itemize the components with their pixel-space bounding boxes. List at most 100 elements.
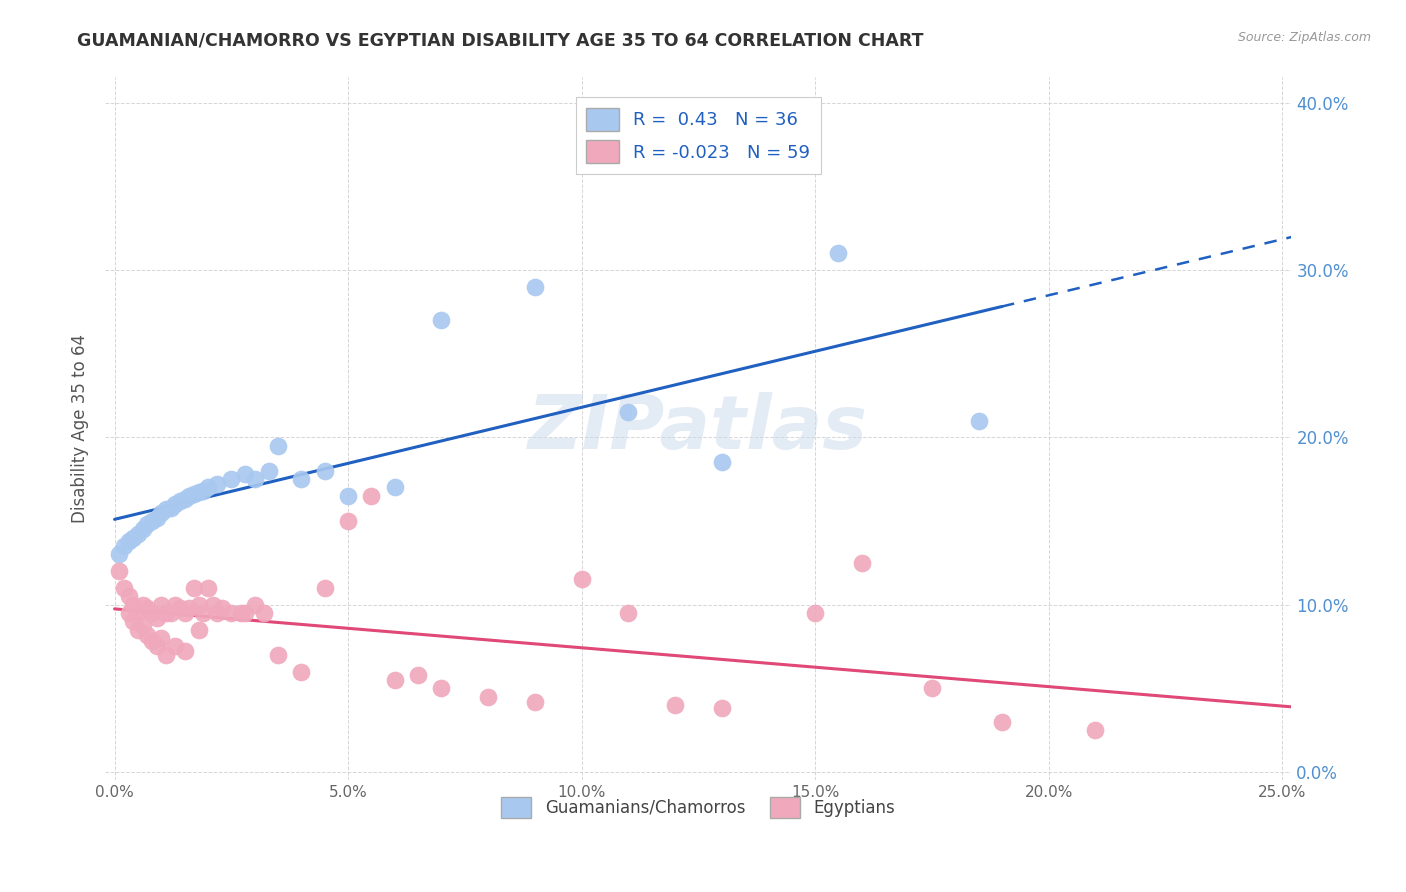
Point (165, 497, 187, 511)
Point (136, 628, 159, 642)
Point (127, 606, 149, 620)
Point (187, 623, 209, 637)
Point (229, 606, 252, 620)
Point (183, 581, 205, 595)
Point (141, 606, 163, 620)
Point (233, 606, 256, 620)
Point (384, 673, 406, 687)
Point (127, 527, 149, 541)
Point (155, 606, 177, 620)
Point (207, 477, 229, 491)
Point (145, 611, 167, 625)
Point (710, 701, 733, 715)
Point (150, 598, 173, 612)
Point (197, 581, 219, 595)
Point (804, 606, 827, 620)
Point (193, 483, 215, 498)
Point (253, 606, 276, 620)
Point (967, 413, 990, 427)
Point (145, 510, 167, 524)
Point (173, 644, 195, 658)
Point (136, 601, 159, 615)
Point (921, 681, 943, 696)
Point (131, 522, 153, 536)
Text: ZIPatlas: ZIPatlas (529, 392, 869, 466)
Point (337, 489, 360, 503)
Point (159, 500, 181, 515)
Point (122, 598, 145, 612)
Point (150, 506, 173, 520)
Point (827, 246, 849, 260)
Point (430, 313, 453, 327)
Point (617, 606, 640, 620)
Point (267, 648, 290, 662)
Point (187, 485, 209, 500)
Point (221, 606, 243, 620)
Point (122, 531, 145, 545)
Point (173, 606, 195, 620)
Point (211, 601, 233, 615)
Point (290, 665, 312, 679)
Point (169, 601, 191, 615)
Point (201, 598, 224, 612)
Point (145, 640, 167, 654)
Point (108, 548, 131, 562)
Point (267, 439, 290, 453)
Point (257, 464, 280, 478)
Legend: Guamanians/Chamorros, Egyptians: Guamanians/Chamorros, Egyptians (495, 790, 903, 825)
Point (117, 589, 139, 603)
Point (221, 472, 243, 486)
Point (127, 623, 149, 637)
Point (617, 405, 640, 419)
Point (159, 606, 181, 620)
Point (112, 539, 135, 553)
Point (243, 598, 266, 612)
Point (131, 598, 153, 612)
Point (108, 564, 131, 578)
Point (523, 279, 546, 293)
Point (477, 690, 499, 704)
Point (136, 517, 159, 532)
Point (710, 455, 733, 469)
Point (571, 573, 593, 587)
Point (169, 493, 191, 508)
Point (141, 514, 163, 528)
Point (243, 472, 266, 486)
Point (384, 480, 406, 494)
Point (141, 634, 163, 648)
Point (187, 598, 209, 612)
Point (193, 606, 215, 620)
Point (290, 472, 312, 486)
Point (155, 502, 177, 516)
Point (165, 640, 187, 654)
Point (523, 695, 546, 709)
Point (664, 698, 686, 712)
Text: GUAMANIAN/CHAMORRO VS EGYPTIAN DISABILITY AGE 35 TO 64 CORRELATION CHART: GUAMANIAN/CHAMORRO VS EGYPTIAN DISABILIT… (77, 31, 924, 49)
Point (150, 631, 173, 645)
Point (112, 581, 135, 595)
Text: Source: ZipAtlas.com: Source: ZipAtlas.com (1237, 31, 1371, 45)
Point (165, 598, 187, 612)
Point (131, 617, 153, 632)
Point (233, 467, 256, 481)
Point (851, 556, 873, 570)
Point (314, 581, 336, 595)
Point (173, 492, 195, 507)
Point (207, 606, 229, 620)
Point (117, 533, 139, 548)
Point (1084, 723, 1107, 737)
Point (117, 606, 139, 620)
Point (360, 489, 382, 503)
Point (406, 668, 429, 682)
Point (430, 681, 453, 696)
Point (179, 489, 201, 503)
Point (179, 601, 201, 615)
Point (155, 648, 177, 662)
Point (314, 464, 336, 478)
Point (183, 487, 205, 501)
Point (337, 514, 360, 528)
Y-axis label: Disability Age 35 to 64: Disability Age 35 to 64 (72, 334, 89, 524)
Point (991, 714, 1014, 729)
Point (122, 615, 145, 629)
Point (197, 480, 219, 494)
